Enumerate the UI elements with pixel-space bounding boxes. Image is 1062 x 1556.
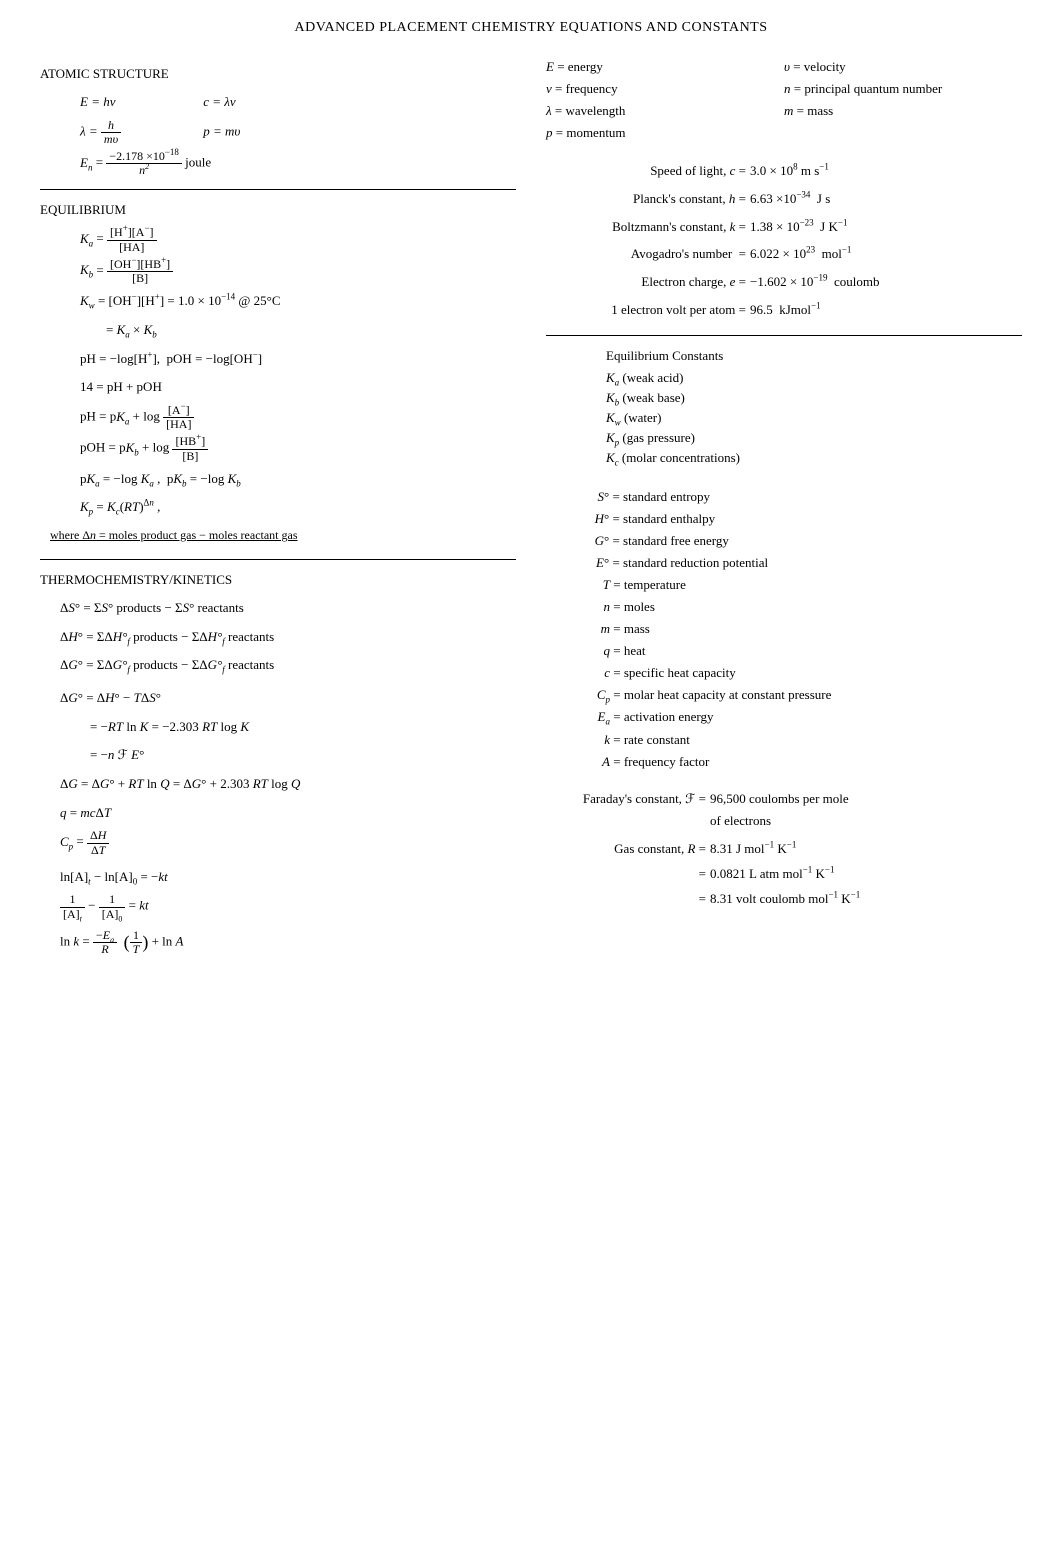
constants-list: Speed of light, c =3.0 × 108 m s−1 Planc…	[546, 159, 1022, 322]
equilibrium-constants-block: Equilibrium Constants Ka (weak acid) Kb …	[546, 348, 1022, 466]
eq-c-lambda-nu: c = λν	[203, 94, 235, 109]
left-column: ATOMIC STRUCTURE E = hν c = λν λ = hmυ p…	[40, 56, 516, 960]
symbol-definitions: S° = standard entropy H° = standard enth…	[546, 486, 1022, 773]
equilibrium-equations: Ka = [H+][A−][HA] Kb = [OH−][HB+][B] Kw …	[40, 226, 516, 546]
right-column: E = energy υ = velocity ν = frequency n …	[546, 56, 1022, 960]
thermo-equations: ΔS° = ΣS° products − ΣS° reactants ΔH° =…	[40, 596, 516, 956]
equilibrium-header: EQUILIBRIUM	[40, 202, 516, 218]
joule-unit: joule	[185, 155, 211, 170]
eq-const-header: Equilibrium Constants	[606, 348, 1022, 364]
page-title: ADVANCED PLACEMENT CHEMISTRY EQUATIONS A…	[40, 20, 1022, 36]
faraday-gas-constants: Faraday's constant, ℱ = 96,500 coulombs …	[546, 788, 1022, 910]
eq-p-mv: p = mυ	[203, 123, 240, 138]
atomic-equations: E = hν c = λν λ = hmυ p = mυ En = −2.178…	[40, 90, 516, 177]
main-columns: ATOMIC STRUCTURE E = hν c = λν λ = hmυ p…	[40, 56, 1022, 960]
atomic-header: ATOMIC STRUCTURE	[40, 66, 516, 82]
eq-e-hv: E = hν	[80, 90, 200, 115]
divider	[40, 559, 516, 560]
divider	[546, 335, 1022, 336]
thermo-header: THERMOCHEMISTRY/KINETICS	[40, 572, 516, 588]
variable-definitions: E = energy υ = velocity ν = frequency n …	[546, 56, 1022, 144]
eq-lambda: λ =	[80, 123, 101, 138]
divider	[40, 189, 516, 190]
